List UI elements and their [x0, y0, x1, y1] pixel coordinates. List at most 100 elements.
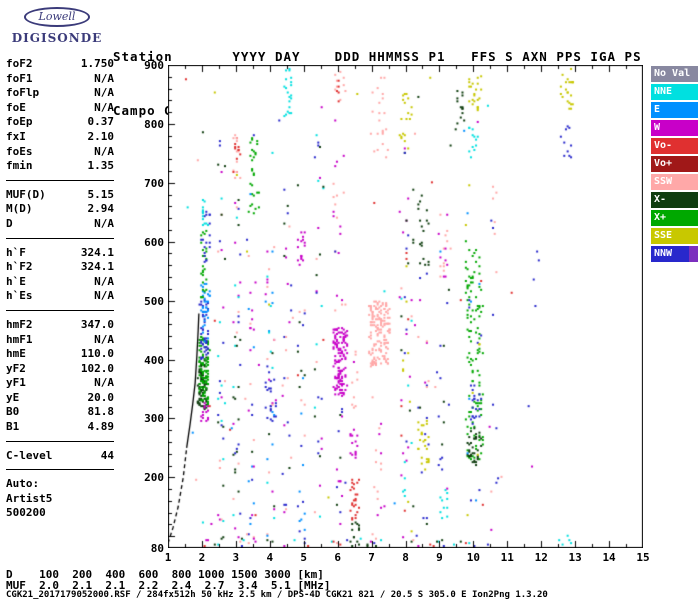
param-row: h`Es N/A	[6, 289, 114, 304]
param-label: foE	[6, 100, 26, 114]
param-label: foEp	[6, 115, 33, 129]
x-tick-label: 11	[500, 551, 514, 564]
legend-item-vo-: Vo-	[651, 138, 698, 154]
legend-extra-swatch	[689, 246, 698, 262]
legend-item-sse: SSE	[651, 228, 698, 244]
doppler-legend: No Val NNE E W Vo- Vo+ SSW X- X+ SSE NNW	[651, 66, 698, 264]
param-row: hmE 110.0	[6, 347, 114, 362]
x-tick-label: 5	[300, 551, 308, 564]
panel-separator	[6, 440, 114, 442]
param-value: 324.1	[80, 260, 114, 274]
param-label: hmE	[6, 347, 26, 361]
y-tick-label: 400	[144, 353, 164, 367]
distance-row: D 100 200 400 600 800 1000 1500 3000 [km…	[6, 568, 324, 581]
param-label: h`F2	[6, 260, 33, 274]
param-label: yF1	[6, 376, 26, 390]
param-value: 1.35	[87, 159, 115, 173]
param-label: h`Es	[6, 289, 33, 303]
param-value: N/A	[94, 289, 114, 303]
param-row: h`F 324.1	[6, 246, 114, 261]
param-value: N/A	[94, 86, 114, 100]
param-value: 20.0	[87, 390, 115, 404]
param-row: foFlp N/A	[6, 86, 114, 101]
param-row: fmin 1.35	[6, 159, 114, 174]
param-row: D N/A	[6, 217, 114, 232]
param-value: N/A	[94, 71, 114, 85]
x-tick-label: 9	[436, 551, 443, 564]
param-value: 102.0	[80, 361, 114, 375]
parameter-panel: foF2 1.750 foF1 N/A foFlp N/A foE N/A foEp 0.37 fx…	[6, 57, 114, 521]
x-tick-label: 12	[534, 551, 548, 564]
param-value: N/A	[94, 332, 114, 346]
header-line-1: Station YYYY DAY DDD HHMMSS P1 FFS S AXN…	[113, 49, 642, 64]
panel-separator	[6, 179, 114, 181]
param-row: MUF(D) 5.15	[6, 188, 114, 203]
legend-item-ssw: SSW	[651, 174, 698, 190]
x-tick-label: 8	[402, 551, 409, 564]
legend-item-w: W	[651, 120, 698, 136]
param-row: hmF2 347.0	[6, 318, 114, 333]
param-row: h`E N/A	[6, 275, 114, 290]
param-value: N/A	[94, 100, 114, 114]
param-row: Artist5	[6, 492, 114, 507]
param-row: yF2 102.0	[6, 362, 114, 377]
param-row: fxI 2.10	[6, 130, 114, 145]
param-value: N/A	[94, 376, 114, 390]
x-tick-label: 10	[466, 551, 480, 564]
param-label: D	[6, 216, 13, 230]
legend-item-e: E	[651, 102, 698, 118]
param-value: 1.750	[80, 57, 114, 70]
param-value: N/A	[94, 274, 114, 288]
legend-item-x+: X+	[651, 210, 698, 226]
param-row: foEs N/A	[6, 145, 114, 160]
param-value: 2.10	[87, 129, 115, 143]
param-label: foFlp	[6, 86, 40, 100]
panel-separator	[6, 469, 114, 471]
y-tick-label: 800	[144, 117, 164, 131]
param-label: B1	[6, 420, 20, 434]
param-label: hmF2	[6, 317, 33, 331]
param-label: fmin	[6, 159, 33, 173]
param-value: 2.94	[87, 202, 115, 216]
param-label: fxI	[6, 129, 26, 143]
y-tick-label: 200	[144, 471, 164, 485]
y-tick-label: 500	[144, 294, 164, 308]
y-tick-label: 900	[144, 59, 164, 72]
param-row: Auto:	[6, 477, 114, 492]
panel-separator	[6, 237, 114, 239]
param-value: N/A	[94, 216, 114, 230]
ionogram-plot	[168, 65, 643, 548]
x-tick-label: 13	[568, 551, 582, 564]
param-row: yF1 N/A	[6, 376, 114, 391]
param-value: 347.0	[80, 317, 114, 331]
param-label: Auto:	[6, 477, 40, 491]
param-row: M(D) 2.94	[6, 202, 114, 217]
digisonde-logo-text: DIGISONDE	[11, 31, 103, 45]
muf-row: MUF 2.0 2.1 2.1 2.2 2.4 2.7 3.4 5.1 [MHz…	[6, 579, 331, 592]
x-tick-label: 4	[266, 551, 274, 564]
param-value: 44	[100, 448, 114, 462]
param-label: 500200	[6, 506, 46, 520]
param-label: h`F	[6, 245, 26, 259]
param-value: 324.1	[80, 245, 114, 259]
param-label: h`E	[6, 274, 26, 288]
param-label: foEs	[6, 144, 33, 158]
param-label: M(D)	[6, 202, 33, 216]
param-value: 4.89	[87, 420, 115, 434]
param-row: foF2 1.750	[6, 57, 114, 72]
param-row: B0 81.8	[6, 405, 114, 420]
legend-item-vo+: Vo+	[651, 156, 698, 172]
param-row: C-level 44	[6, 449, 114, 464]
param-row: foEp 0.37	[6, 115, 114, 130]
param-row: hmF1 N/A	[6, 333, 114, 348]
param-row: foE N/A	[6, 101, 114, 116]
panel-separator	[6, 309, 114, 311]
y-tick-label: 600	[144, 235, 164, 249]
x-tick-label: 3	[232, 551, 240, 564]
legend-item-nne: NNE	[651, 84, 698, 100]
param-label: C-level	[6, 448, 53, 462]
param-label: hmF1	[6, 332, 33, 346]
param-value: 110.0	[80, 347, 114, 361]
param-label: yE	[6, 390, 20, 404]
